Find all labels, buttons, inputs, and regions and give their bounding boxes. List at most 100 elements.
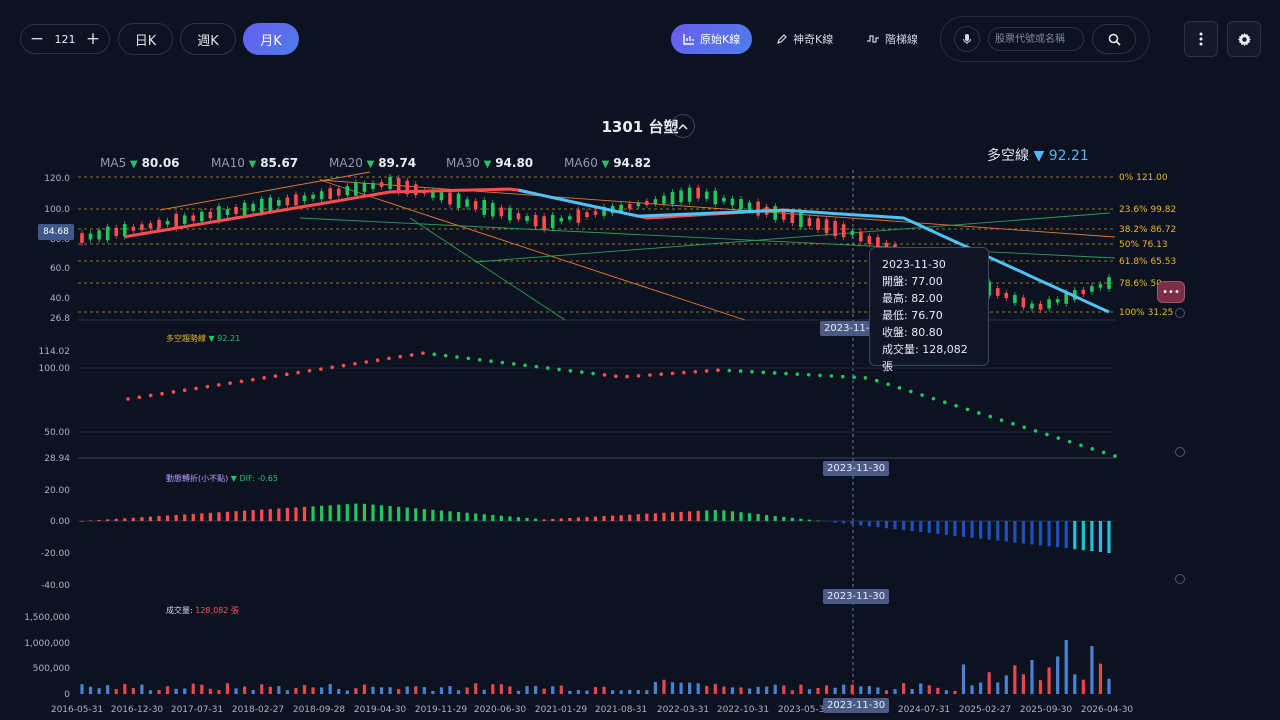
candle-body — [559, 217, 564, 222]
trend-dot — [784, 371, 788, 376]
volume-bar — [439, 687, 444, 694]
collapse-toggle-button[interactable] — [671, 114, 695, 138]
down-arrow-icon: ▼ — [130, 159, 138, 170]
candle-body — [277, 199, 281, 206]
macd-bar — [961, 521, 966, 537]
trend-dot — [126, 397, 130, 401]
panel-handle-price[interactable] — [1175, 308, 1185, 318]
volume-bar — [456, 690, 461, 694]
trend-dot — [500, 360, 505, 365]
search-button[interactable] — [1092, 24, 1136, 54]
macd-bar — [371, 504, 375, 521]
x-axis-label: 2017-07-31 — [171, 705, 223, 715]
trend-dot — [364, 360, 369, 364]
candle-body — [704, 191, 709, 199]
trend-dot — [1022, 425, 1027, 430]
trend-line — [299, 217, 1116, 259]
candle-body — [730, 198, 735, 206]
ma60-value: 94.82 — [613, 156, 652, 170]
period-day-button[interactable]: 日K — [118, 23, 173, 55]
candle-body — [80, 233, 84, 243]
panel-handle-trend[interactable] — [1175, 447, 1185, 457]
volume-bar — [268, 686, 272, 694]
macd-axis-label: -20.00 — [41, 549, 70, 559]
trend-dot — [761, 370, 766, 375]
macd-bar — [688, 511, 692, 521]
panel-handle-macd[interactable] — [1175, 574, 1185, 584]
volume-bar — [670, 682, 675, 694]
stock-search-input[interactable] — [988, 27, 1084, 51]
decrement-button[interactable]: − — [29, 29, 45, 49]
fib-level-label: 38.2% 86.72 — [1119, 225, 1176, 235]
macd-bar — [165, 515, 170, 521]
macd-bar — [602, 516, 606, 521]
candle-body — [1081, 289, 1086, 295]
trend-dot — [829, 374, 834, 378]
candle-body — [328, 188, 332, 200]
candle-body — [191, 215, 196, 221]
candle-body — [662, 195, 666, 204]
volume-bar — [191, 683, 195, 694]
drawing-tools-button[interactable]: ••• — [1157, 281, 1185, 303]
volume-bar — [893, 689, 897, 694]
volume-bar — [688, 682, 692, 694]
period-week-button[interactable]: 週K — [180, 23, 236, 55]
ellipsis-icon: ••• — [1162, 286, 1180, 298]
macd-bar — [799, 518, 803, 521]
candle-body — [465, 199, 469, 207]
macd-bar — [328, 505, 332, 521]
trend-dot — [874, 378, 879, 383]
increment-button[interactable]: + — [85, 29, 101, 49]
trend-panel-label: 多空趨勢線 ▼ 92.21 — [166, 333, 240, 344]
macd-bar — [636, 514, 640, 521]
macd-bar — [88, 520, 93, 522]
period-month-button[interactable]: 月K — [243, 23, 299, 55]
tooltip-date: 2023-11-30 — [882, 258, 946, 271]
mode-raw-kline-button[interactable]: 原始K線 — [671, 24, 753, 54]
macd-bar — [1090, 521, 1094, 552]
macd-bar — [807, 519, 812, 521]
trend-dot — [977, 411, 981, 415]
crosshair-date-tag-volume: 2023-11-30 — [823, 698, 890, 713]
mode-step-line-button[interactable]: 階梯線 — [866, 24, 918, 54]
macd-bar — [1081, 521, 1085, 551]
candle-body — [525, 216, 529, 221]
trend-dot — [273, 374, 278, 378]
macd-bar — [679, 511, 683, 521]
volume-bar — [705, 685, 709, 694]
volume-bar — [448, 686, 452, 694]
volume-bar — [1098, 663, 1103, 694]
trend-dot — [614, 374, 618, 379]
trend-dot — [171, 390, 176, 394]
macd-bar — [696, 510, 700, 521]
tooltip-open: 開盤: 77.00 — [882, 275, 943, 288]
period-count-value[interactable]: 121 — [54, 32, 76, 46]
volume-bar — [842, 684, 846, 694]
period-count-stepper[interactable]: − 121 + — [20, 24, 110, 54]
candle-body — [200, 211, 204, 222]
trend-dot — [591, 371, 595, 376]
macd-bar — [345, 504, 349, 521]
voice-search-button[interactable] — [954, 26, 980, 52]
fib-level-label: 78.6% 50 — [1119, 279, 1162, 289]
candle-body — [122, 224, 127, 237]
macd-bar — [713, 509, 717, 521]
volume-bar — [1004, 675, 1008, 694]
volume-bar — [405, 686, 409, 694]
settings-button[interactable] — [1227, 21, 1261, 57]
more-options-button[interactable] — [1184, 21, 1218, 57]
candle-body — [319, 191, 324, 200]
candle-body — [799, 212, 803, 227]
mode-magic-kline-button[interactable]: 神奇K線 — [776, 24, 833, 54]
volume-bar — [474, 683, 478, 694]
ma60-label: MA60 — [564, 156, 598, 170]
volume-bar — [174, 688, 178, 694]
volume-panel-label: 成交量: 128,082 張 — [166, 605, 239, 616]
macd-bar — [260, 509, 264, 521]
price-axis-label: 120.0 — [44, 174, 70, 184]
volume-bar — [379, 687, 384, 694]
macd-bar — [397, 506, 401, 521]
trend-dot — [137, 395, 142, 400]
candle-body — [431, 190, 435, 198]
trend-dot — [738, 369, 743, 373]
